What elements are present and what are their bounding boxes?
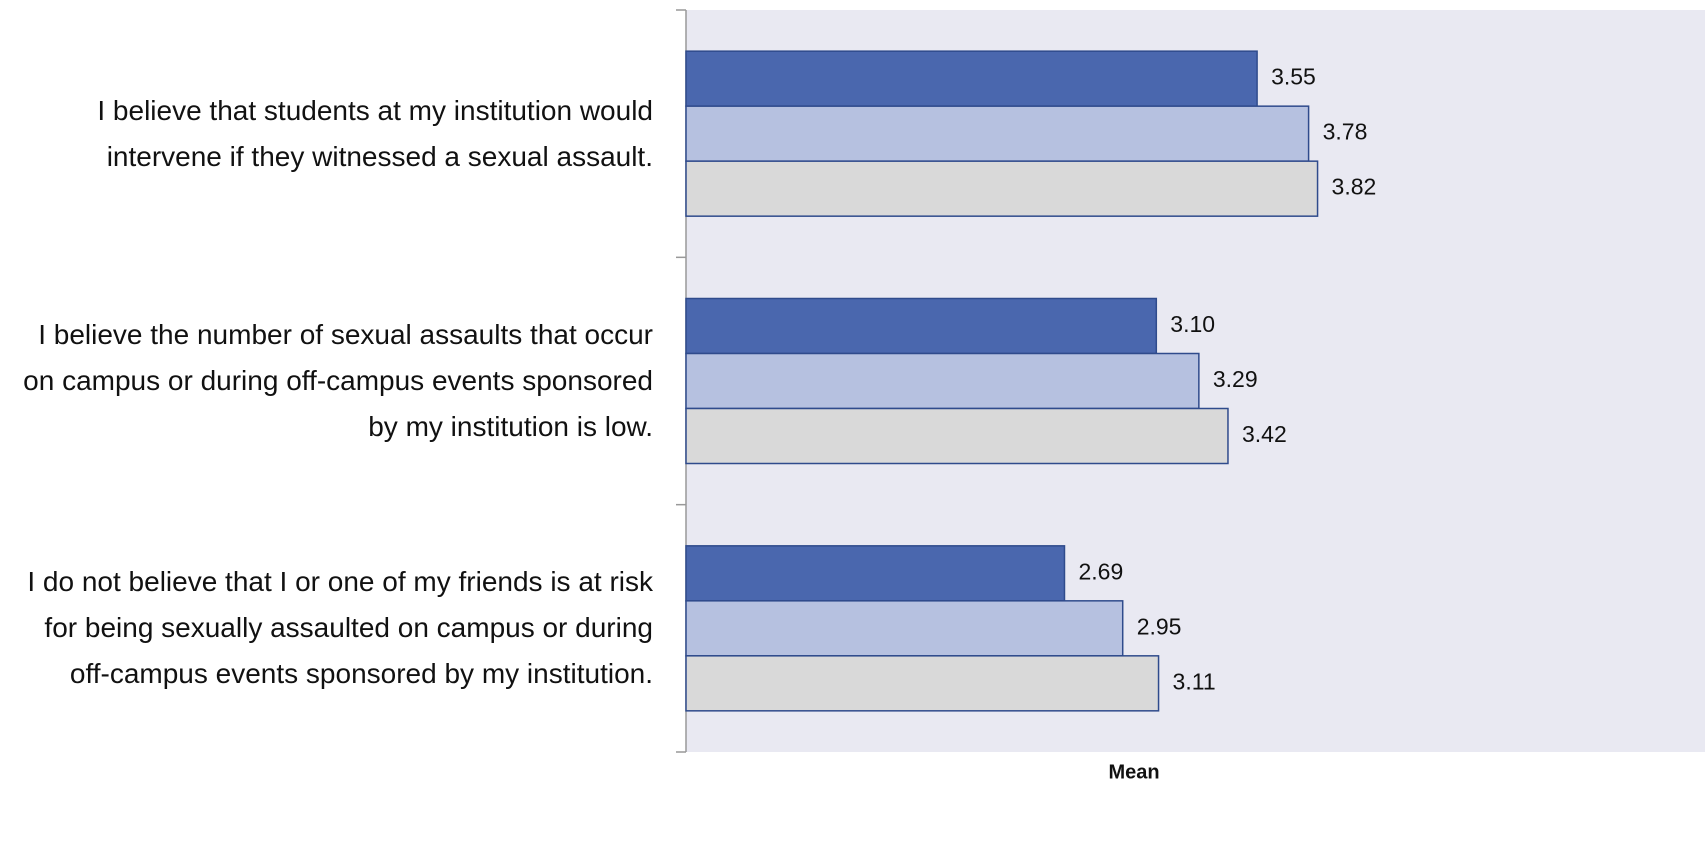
category-label: I believe that students at my institutio…	[97, 94, 653, 172]
bar	[685, 160, 1319, 217]
data-label: 3.82	[1332, 174, 1377, 200]
x-axis-label: Mean	[1108, 761, 1159, 783]
data-label: 3.11	[1173, 668, 1216, 694]
data-label: 3.55	[1271, 64, 1316, 90]
bar	[685, 352, 1200, 410]
bar	[685, 407, 1229, 465]
data-label: 3.10	[1170, 311, 1215, 337]
data-label: 3.78	[1323, 119, 1368, 145]
data-label: 2.69	[1078, 558, 1123, 584]
category-label: I do not believe that I or one of my fri…	[27, 566, 653, 690]
bar	[685, 655, 1160, 712]
bar	[685, 50, 1258, 107]
data-label: 3.29	[1213, 366, 1258, 392]
data-label: 2.95	[1137, 613, 1182, 639]
bar	[685, 297, 1158, 355]
bar	[685, 545, 1066, 602]
bar	[685, 105, 1310, 162]
bar	[685, 600, 1124, 657]
category-label: I believe the number of sexual assaults …	[23, 319, 653, 442]
data-label: 3.42	[1242, 421, 1287, 447]
